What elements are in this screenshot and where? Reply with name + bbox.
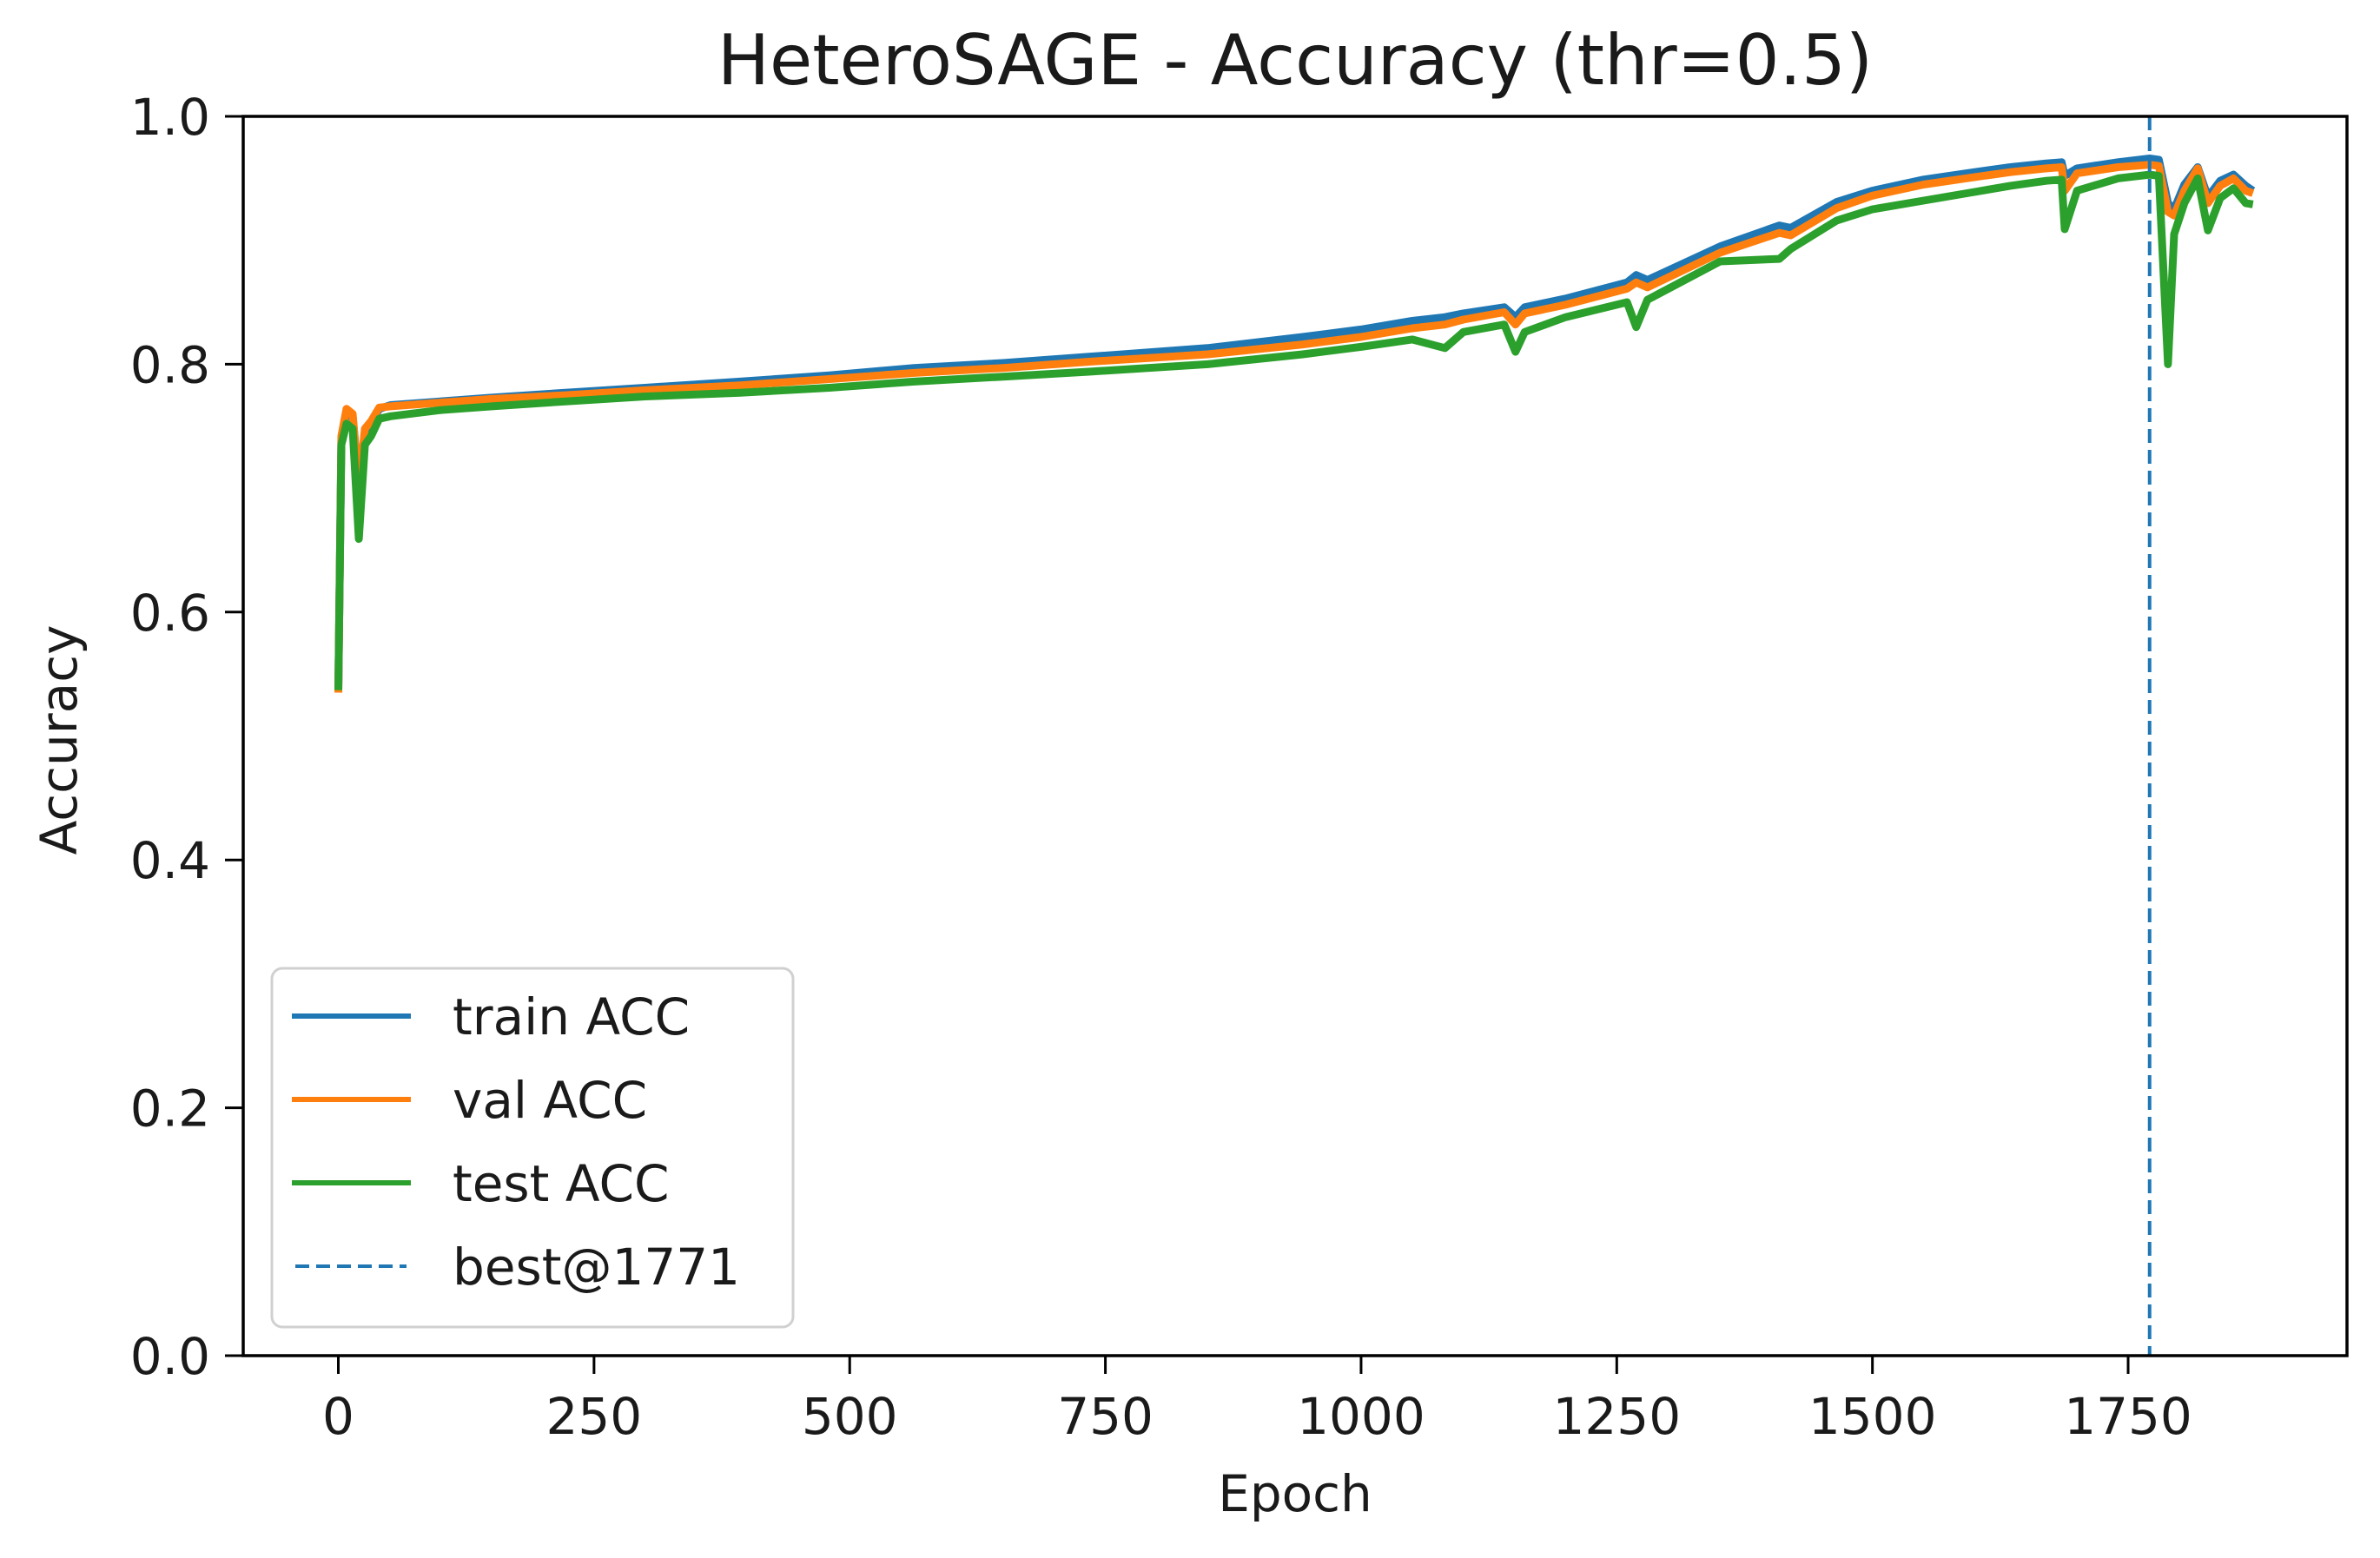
x-tick-label: 500 [802,1387,898,1446]
x-tick-label: 0 [322,1387,354,1446]
legend-label: best@1771 [453,1238,740,1297]
y-tick-label: 0.0 [130,1327,210,1386]
series-line-train-acc [334,155,2256,692]
chart-title: HeteroSAGE - Accuracy (thr=0.5) [717,20,1873,101]
x-tick-label: 1000 [1297,1387,1425,1446]
plot-area [334,116,2256,1356]
series-line-val-acc [334,161,2255,693]
y-axis-label: Accuracy [30,625,89,855]
x-axis-ticks: 0 250 500 750 1000 1250 1500 1750 [322,1356,2192,1446]
x-tick-label: 1750 [2064,1387,2192,1446]
legend-box [270,967,795,1329]
y-tick-label: 0.4 [130,831,210,890]
legend: train ACC val ACC test ACC best@1771 [270,967,795,1329]
legend-label: train ACC [453,987,690,1046]
x-tick-label: 250 [546,1387,643,1446]
y-tick-label: 1.0 [130,88,210,147]
x-axis-label: Epoch [1218,1464,1372,1523]
x-tick-label: 1250 [1553,1387,1682,1446]
x-tick-label: 1500 [1808,1387,1937,1446]
y-axis-ticks: 0.0 0.2 0.4 0.6 0.8 1.0 [130,88,243,1386]
series-line-test-acc [334,170,2254,690]
legend-label: test ACC [453,1154,669,1213]
x-tick-label: 750 [1057,1387,1154,1446]
y-tick-label: 0.2 [130,1079,210,1139]
legend-label: val ACC [453,1071,647,1130]
axes-frame [241,115,2349,1357]
series-lines [334,155,2256,693]
y-tick-label: 0.6 [130,584,210,643]
y-tick-label: 0.8 [130,335,210,394]
